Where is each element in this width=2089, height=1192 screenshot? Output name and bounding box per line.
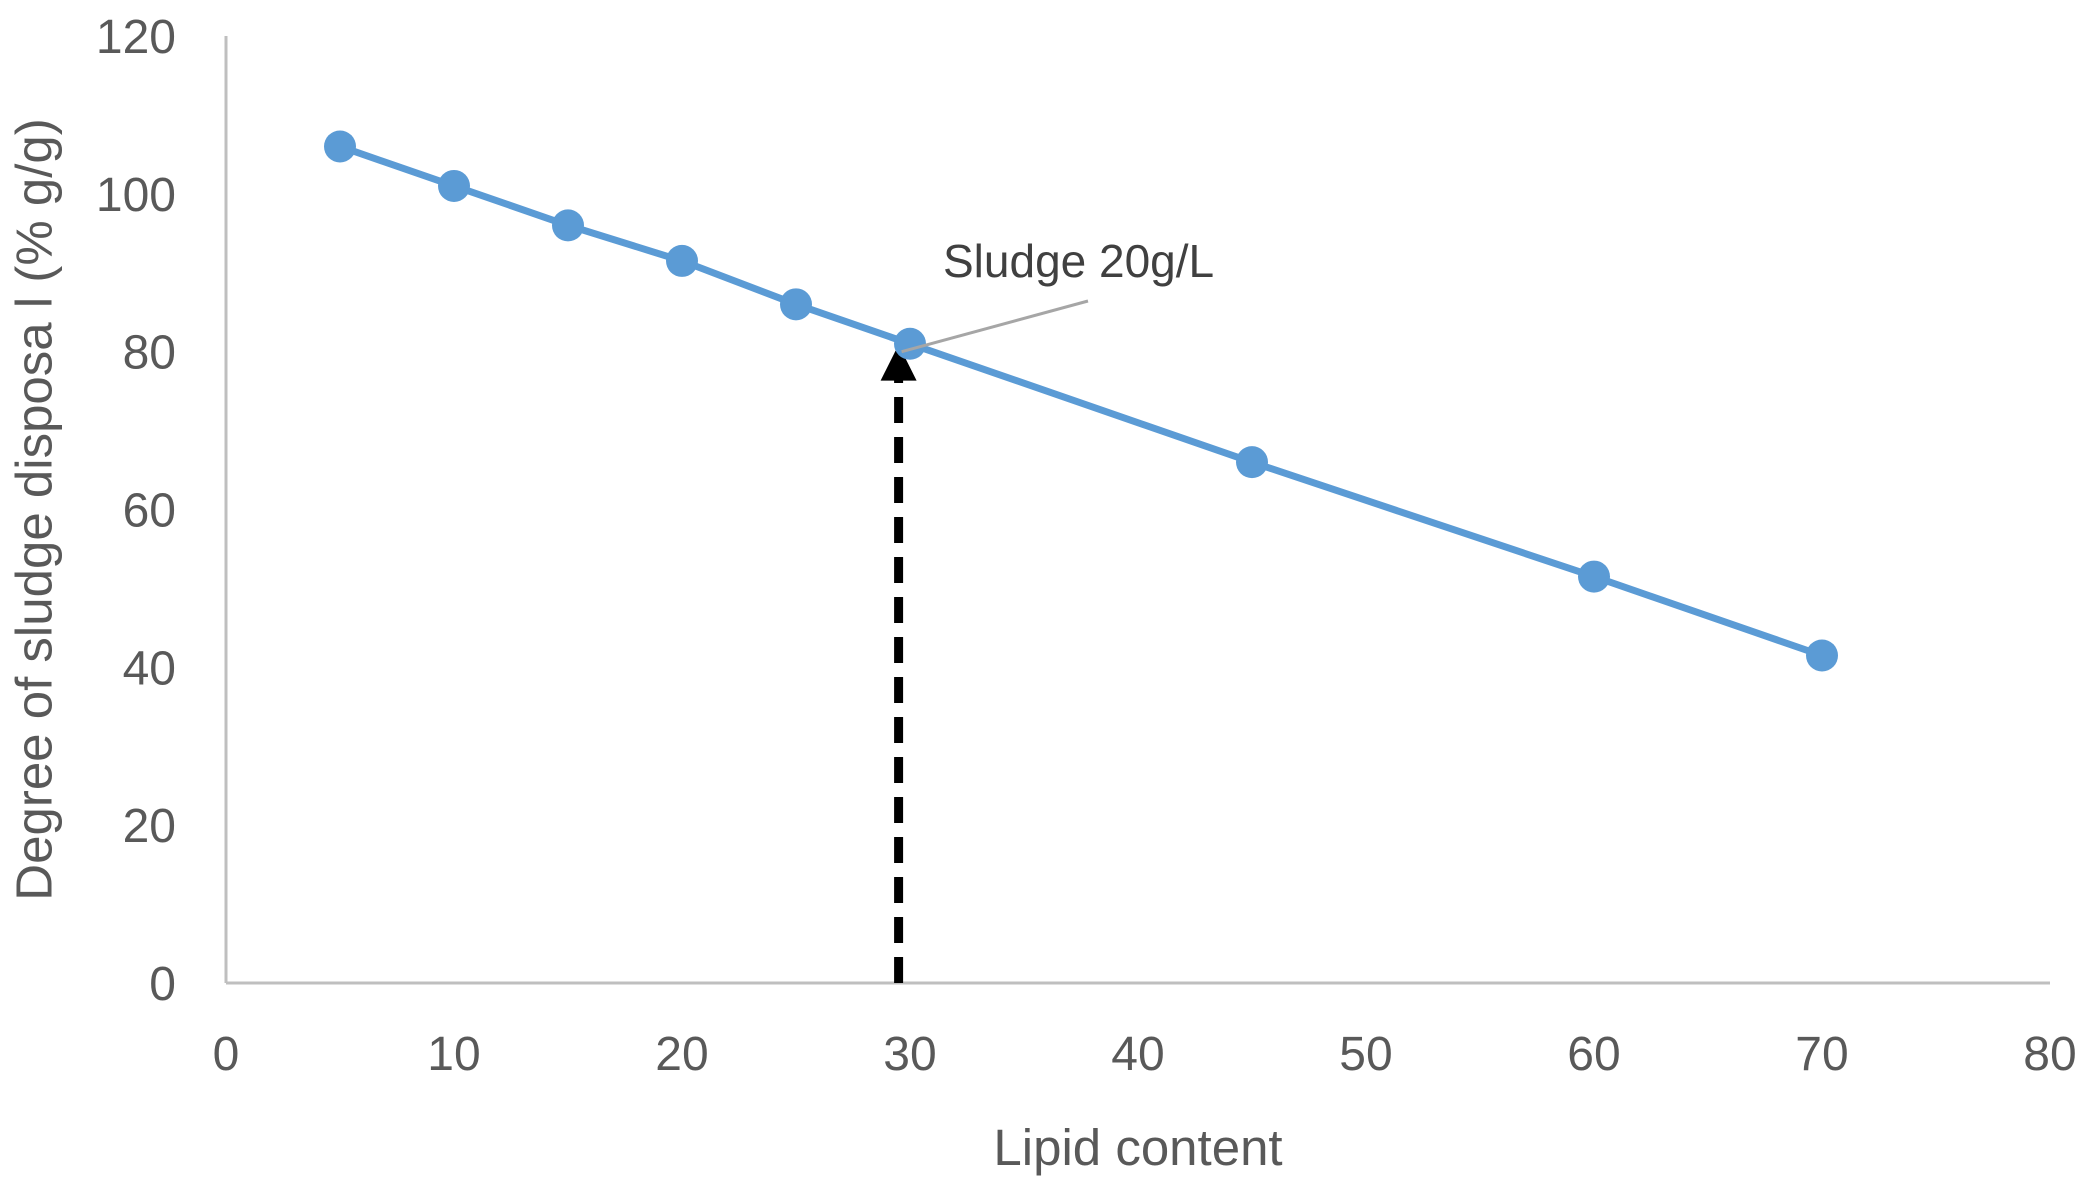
y-tick-label: 120 (96, 11, 176, 64)
axes (224, 36, 2050, 985)
y-axis-title: Degree of sludge disposa l (% g/g) (5, 118, 62, 900)
data-point (1578, 560, 1610, 593)
arrowhead (880, 344, 917, 381)
data-point (438, 169, 470, 202)
y-tick-label: 0 (149, 958, 176, 1011)
x-tick-label: 70 (1795, 1028, 1848, 1081)
data-point (894, 327, 926, 360)
annotation-leader-line (901, 299, 1089, 354)
data-point (324, 130, 356, 163)
x-tick-label: 10 (427, 1028, 480, 1081)
x-tick-label: 60 (1567, 1028, 1620, 1081)
y-tick-label: 100 (96, 169, 176, 222)
data-point (780, 288, 812, 321)
vertical-marker (880, 344, 917, 983)
x-tick-label: 30 (883, 1028, 936, 1081)
x-axis-title: Lipid content (993, 1119, 1282, 1176)
x-tick-label: 40 (1111, 1028, 1164, 1081)
y-tick-label: 80 (123, 327, 176, 380)
data-series (324, 130, 1838, 672)
y-tick-label: 60 (123, 485, 176, 538)
tick-labels: 0 10 20 30 40 50 60 70 80 0 20 40 60 80 100 120 (96, 11, 2077, 1081)
x-tick-label: 20 (655, 1028, 708, 1081)
x-tick-label: 80 (2023, 1028, 2076, 1081)
annotations: Sludge 20g/L (901, 235, 1214, 354)
data-point (552, 209, 584, 242)
annotation-label: Sludge 20g/L (943, 235, 1214, 287)
y-tick-label: 20 (123, 800, 176, 853)
data-point (1806, 639, 1838, 672)
data-point (666, 244, 698, 277)
y-tick-label: 40 (123, 642, 176, 695)
x-tick-label: 50 (1339, 1028, 1392, 1081)
x-tick-label: 0 (213, 1028, 240, 1081)
data-point (1236, 446, 1268, 479)
